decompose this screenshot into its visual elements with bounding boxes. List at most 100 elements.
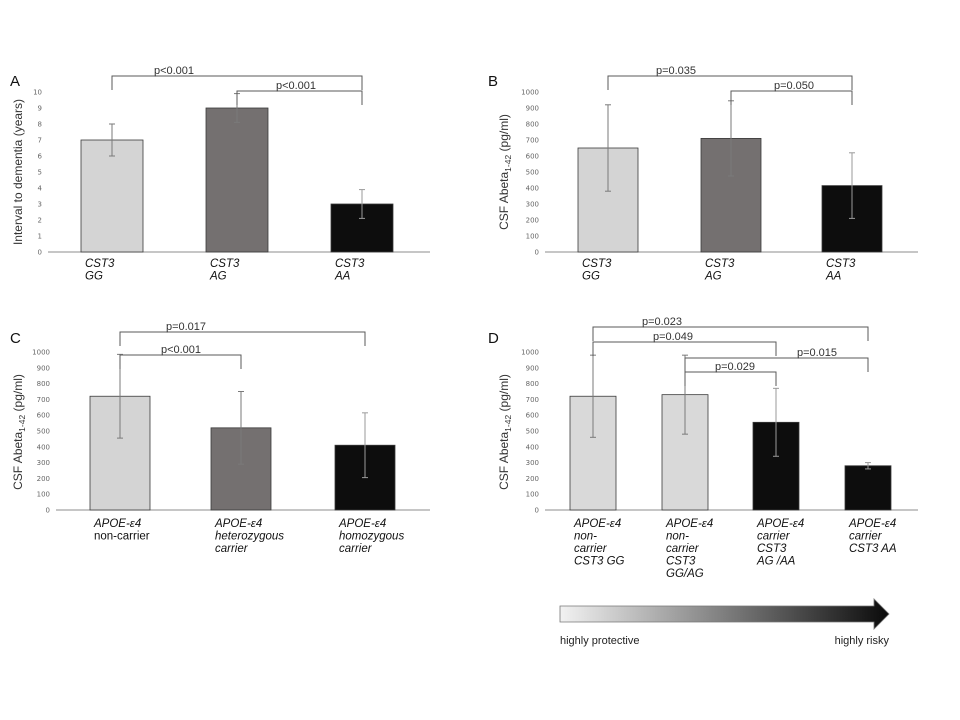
y-tick-label: 10 bbox=[33, 89, 42, 97]
p-value-label: p=0.029 bbox=[715, 361, 755, 373]
p-value-label: p<0.001 bbox=[276, 80, 316, 92]
x-tick-label: CST3 bbox=[335, 258, 365, 270]
y-tick-label: 700 bbox=[37, 396, 50, 404]
x-tick-label: non-carrier bbox=[94, 531, 150, 543]
p-value-label: p=0.015 bbox=[797, 347, 837, 359]
x-tick-label: CST3 GG bbox=[574, 556, 625, 568]
panel-letter: B bbox=[488, 73, 498, 90]
x-tick-label: homozygous bbox=[339, 531, 404, 543]
x-tick-label: APOE-ε4 bbox=[848, 518, 896, 530]
significance-bracket bbox=[607, 75, 853, 90]
y-tick-label: 400 bbox=[37, 443, 50, 451]
x-tick-label: carrier bbox=[849, 531, 883, 543]
y-tick-label: 300 bbox=[526, 201, 539, 209]
gradient-right-label: highly risky bbox=[835, 635, 890, 647]
y-tick-label: 800 bbox=[526, 380, 539, 388]
y-tick-label: 9 bbox=[38, 105, 42, 113]
y-tick-label: 700 bbox=[526, 137, 539, 145]
y-tick-label: 1 bbox=[38, 233, 42, 241]
x-tick-label: APOE-ε4 bbox=[93, 518, 141, 530]
gradient-left-label: highly protective bbox=[560, 635, 640, 647]
panel-c: C 0 100 200 300 400 500 600 700 800 900 1000 CSF Abe… bbox=[10, 321, 430, 555]
y-tick-label: 800 bbox=[526, 121, 539, 129]
panel-b: B 0 100 200 300 400 500 600 700 800 900 1000 CSF Abe… bbox=[488, 65, 918, 283]
x-tick-label: carrier bbox=[574, 543, 608, 555]
x-tick-label: GG bbox=[582, 271, 600, 283]
y-tick-label: 100 bbox=[526, 233, 539, 241]
significance-bracket bbox=[592, 326, 869, 341]
y-tick-label: 900 bbox=[526, 105, 539, 113]
significance-bracket bbox=[684, 357, 869, 372]
panel-letter: C bbox=[10, 330, 21, 347]
p-value-label: p=0.049 bbox=[653, 331, 693, 343]
x-tick-label: non- bbox=[574, 531, 597, 543]
y-tick-label: 100 bbox=[37, 491, 50, 499]
y-tick-label: 3 bbox=[38, 201, 42, 209]
x-tick-label: CST3 bbox=[582, 258, 612, 270]
y-tick-label: 400 bbox=[526, 443, 539, 451]
y-tick-label: 200 bbox=[526, 217, 539, 225]
y-tick-label: 0 bbox=[38, 249, 42, 257]
y-tick-label: 1000 bbox=[32, 349, 50, 357]
y-tick-label: 600 bbox=[526, 153, 539, 161]
y-tick-label: 300 bbox=[526, 459, 539, 467]
p-value-label: p<0.001 bbox=[154, 65, 194, 77]
y-tick-label: 4 bbox=[38, 185, 43, 193]
x-tick-label: GG/AG bbox=[666, 568, 704, 580]
p-value-label: p<0.001 bbox=[161, 344, 201, 356]
y-tick-label: 0 bbox=[46, 507, 50, 515]
significance-bracket bbox=[684, 371, 777, 386]
y-tick-label: 200 bbox=[37, 475, 50, 483]
x-tick-label: AG bbox=[704, 271, 722, 283]
panel-letter: D bbox=[488, 330, 499, 347]
panel-a: A 0 1 2 3 4 5 6 7 8 9 10 Interval to dementia (years… bbox=[10, 65, 430, 283]
y-tick-label: 200 bbox=[526, 475, 539, 483]
y-tick-label: 1000 bbox=[521, 349, 539, 357]
x-tick-label: APOE-ε4 bbox=[665, 518, 713, 530]
x-tick-label: APOE-ε4 bbox=[756, 518, 804, 530]
y-axis-label: CSF Abeta1-42 (pg/ml) bbox=[497, 114, 513, 230]
x-tick-label: carrier bbox=[666, 543, 700, 555]
bar bbox=[205, 107, 269, 253]
p-value-label: p=0.017 bbox=[166, 321, 206, 333]
x-tick-label: CST3 bbox=[85, 258, 115, 270]
x-tick-label: CST3 bbox=[826, 258, 856, 270]
panel-letter: A bbox=[10, 73, 20, 90]
y-tick-label: 400 bbox=[526, 185, 539, 193]
bar bbox=[80, 139, 144, 253]
x-tick-label: non- bbox=[666, 531, 689, 543]
significance-bracket bbox=[592, 341, 777, 356]
x-tick-label: CST3 AA bbox=[849, 543, 897, 555]
x-tick-label: carrier bbox=[339, 543, 373, 555]
y-tick-label: 600 bbox=[526, 412, 539, 420]
y-axis-label: CSF Abeta1-42 (pg/ml) bbox=[11, 374, 27, 490]
y-axis-label: CSF Abeta1-42 (pg/ml) bbox=[497, 374, 513, 490]
y-axis-label: Interval to dementia (years) bbox=[11, 99, 25, 245]
x-tick-label: AA bbox=[825, 271, 842, 283]
x-tick-label: heterozygous bbox=[215, 531, 284, 543]
y-tick-label: 600 bbox=[37, 412, 50, 420]
y-tick-label: 2 bbox=[38, 217, 42, 225]
p-value-label: p=0.050 bbox=[774, 80, 814, 92]
y-tick-label: 1000 bbox=[521, 89, 539, 97]
significance-bracket bbox=[111, 75, 363, 90]
x-tick-label: AA bbox=[334, 271, 351, 283]
y-tick-label: 0 bbox=[535, 249, 539, 257]
x-tick-label: AG /AA bbox=[756, 556, 796, 568]
p-value-label: p=0.023 bbox=[642, 316, 682, 328]
y-tick-label: 900 bbox=[526, 364, 539, 372]
significance-bracket bbox=[119, 354, 242, 369]
y-tick-label: 800 bbox=[37, 380, 50, 388]
risk-gradient-arrow bbox=[559, 598, 890, 630]
significance-bracket bbox=[236, 90, 363, 105]
x-tick-label: carrier bbox=[757, 531, 791, 543]
y-tick-label: 700 bbox=[526, 396, 539, 404]
y-tick-label: 500 bbox=[526, 428, 539, 436]
y-tick-label: 500 bbox=[37, 428, 50, 436]
x-tick-label: APOE-ε4 bbox=[338, 518, 386, 530]
y-tick-label: 0 bbox=[535, 507, 539, 515]
x-tick-label: CST3 bbox=[666, 556, 696, 568]
y-tick-label: 8 bbox=[38, 121, 42, 129]
p-value-label: p=0.035 bbox=[656, 65, 696, 77]
x-tick-label: CST3 bbox=[757, 543, 787, 555]
